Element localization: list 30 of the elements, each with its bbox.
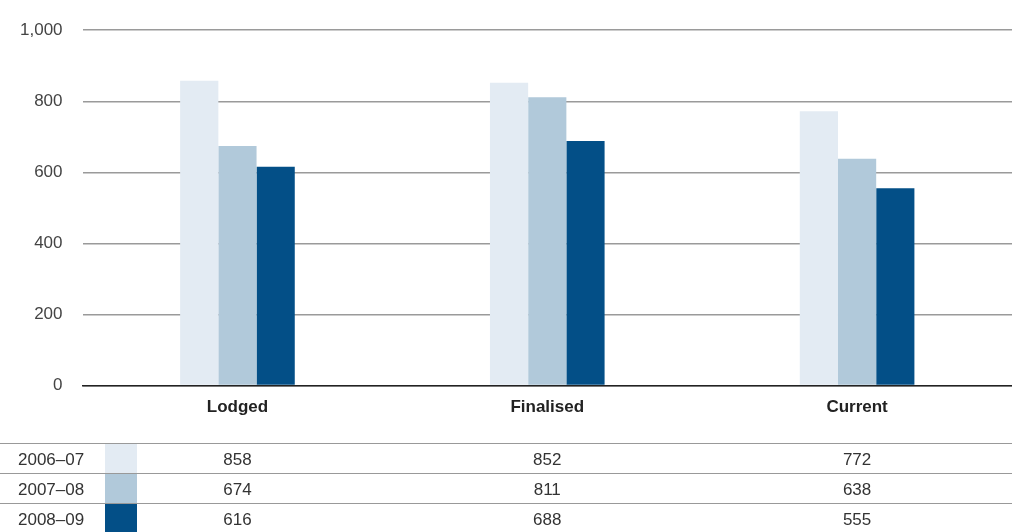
x-tick-label: Current: [826, 397, 889, 417]
bar: [837, 158, 877, 385]
bar: [489, 82, 529, 385]
data-label: 852: [533, 450, 562, 470]
x-tick-label: Finalised: [510, 397, 585, 417]
legend-label: 2007–08: [18, 480, 85, 500]
data-label: 674: [223, 480, 252, 500]
legend-label: 2006–07: [18, 450, 85, 470]
bar: [218, 146, 257, 385]
bar: [528, 97, 567, 385]
bar: [180, 80, 219, 385]
legend-label: 2008–09: [18, 510, 85, 530]
y-tick-label: 0: [53, 375, 63, 395]
y-tick-label: 800: [34, 90, 63, 110]
bar: [799, 111, 838, 385]
y-tick-label: 600: [34, 162, 63, 182]
bar: [876, 188, 915, 385]
y-tick-label: 200: [34, 304, 63, 324]
data-label: 858: [223, 450, 252, 470]
bar: [256, 166, 295, 385]
bar: [566, 141, 605, 385]
data-label: 638: [842, 480, 872, 500]
y-tick-label: 400: [34, 233, 63, 253]
data-label: 555: [842, 510, 872, 530]
x-tick-label: Lodged: [206, 397, 269, 417]
y-tick-label: 1,000: [19, 19, 63, 39]
data-label: 688: [533, 510, 562, 530]
data-label: 772: [842, 450, 872, 470]
data-label: 811: [533, 480, 561, 500]
data-label: 616: [223, 510, 252, 530]
